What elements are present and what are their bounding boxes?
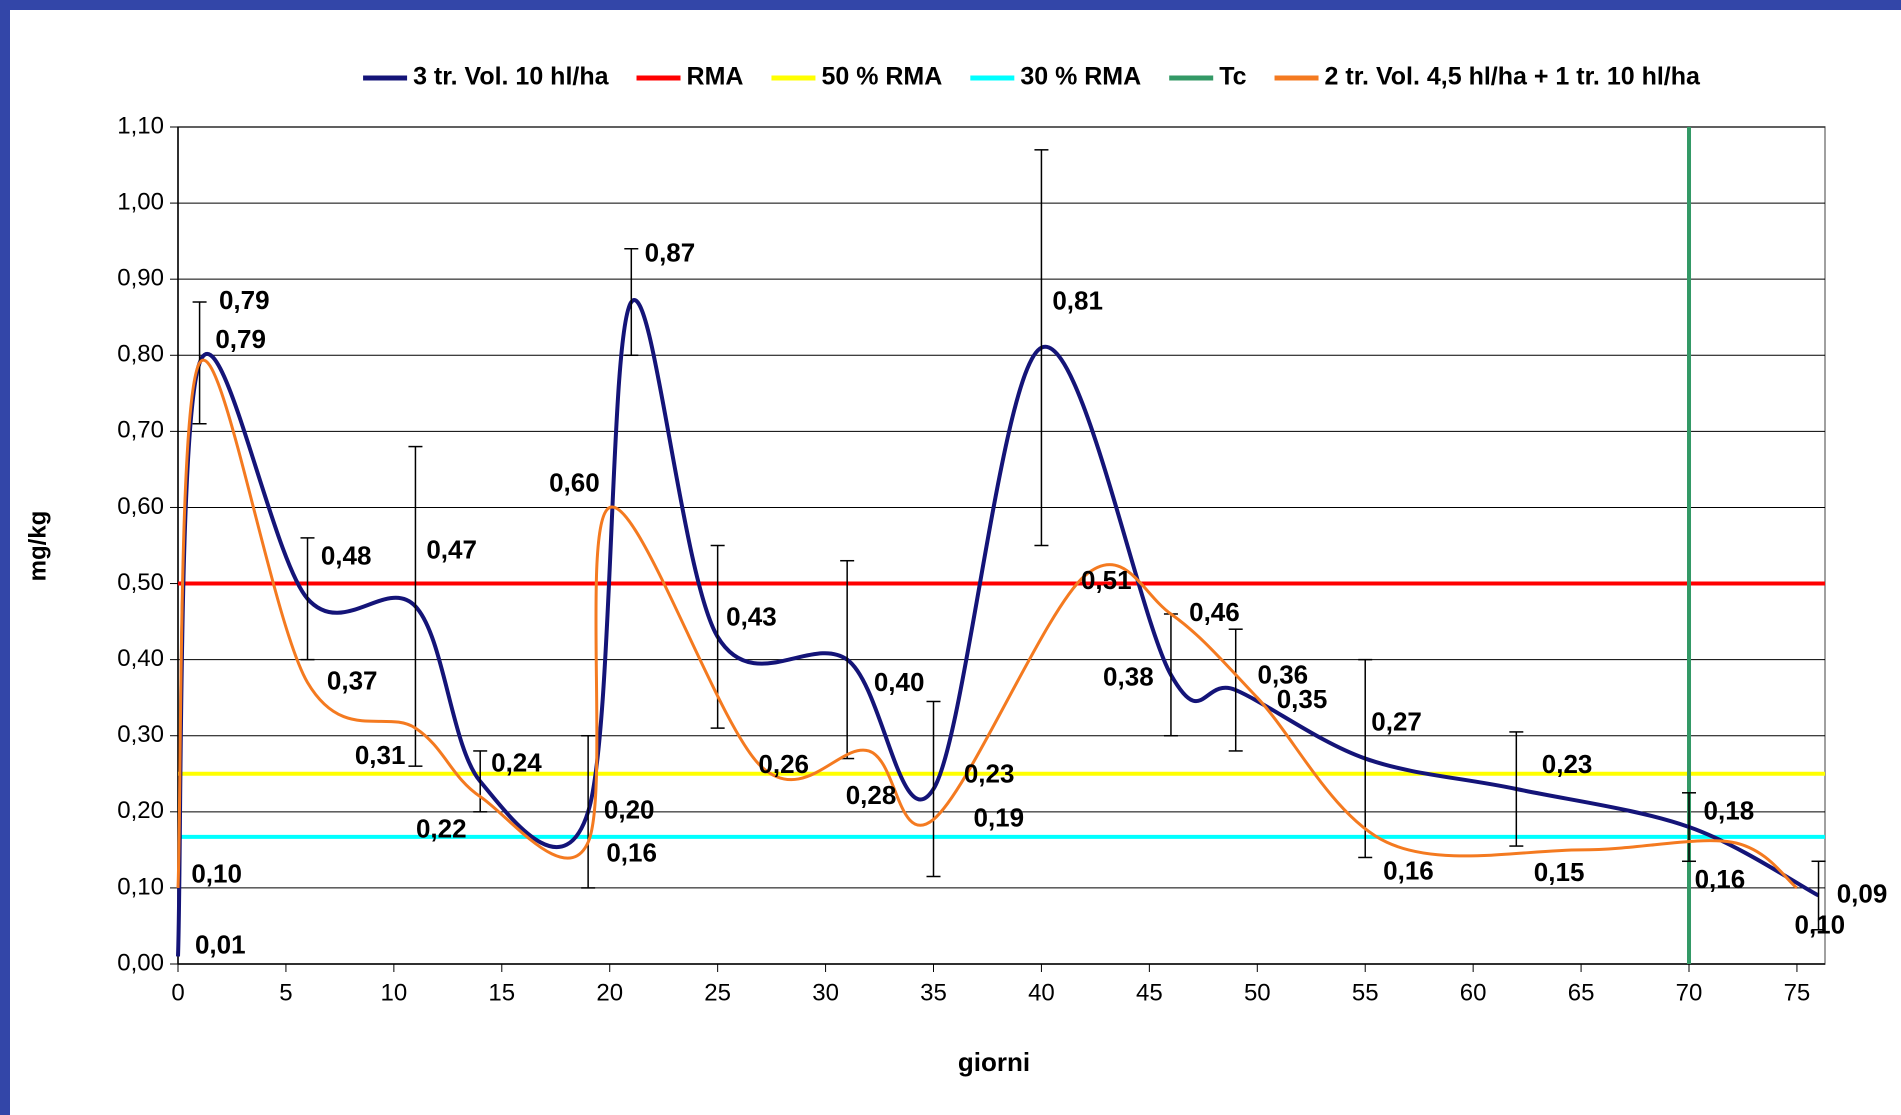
data-label: 0,20 — [604, 795, 655, 825]
x-tick-label: 25 — [704, 979, 731, 1006]
y-tick-label: 0,30 — [117, 721, 164, 748]
error-bar — [926, 700, 941, 878]
x-tick-label: 45 — [1136, 979, 1163, 1006]
error-bar — [624, 247, 639, 357]
data-label: 0,16 — [1383, 855, 1434, 885]
error-bar — [1358, 658, 1373, 859]
data-label: 0,46 — [1189, 597, 1240, 627]
data-label: 0,40 — [874, 667, 925, 697]
legend-label: 30 % RMA — [1020, 63, 1141, 91]
y-tick-label: 0,40 — [117, 645, 164, 672]
x-axis-label: giorni — [958, 1047, 1030, 1077]
data-label: 0,47 — [426, 535, 477, 565]
data-label: 0,48 — [321, 540, 372, 570]
data-label: 0,38 — [1103, 661, 1154, 691]
data-label: 0,01 — [195, 930, 246, 960]
x-tick-label: 70 — [1676, 979, 1703, 1006]
error-bar — [408, 445, 423, 767]
data-label: 0,60 — [549, 467, 600, 497]
data-label: 0,19 — [974, 802, 1025, 832]
legend: 3 tr. Vol. 10 hl/ha RMA 50 % RMA 30 % RMA Tc… — [363, 63, 1701, 91]
x-tick-label: 20 — [596, 979, 623, 1006]
data-label: 0,26 — [758, 749, 809, 779]
chart-background — [10, 10, 1901, 1115]
error-bar — [581, 734, 596, 889]
legend-label: Tc — [1219, 63, 1246, 91]
data-label: 0,24 — [491, 747, 542, 777]
x-tick-label: 10 — [381, 979, 408, 1006]
data-label: 0,31 — [355, 740, 406, 770]
data-label: 0,37 — [327, 665, 378, 695]
x-tick-label: 0 — [171, 979, 184, 1006]
data-label: 0,10 — [191, 859, 242, 889]
series-line — [176, 358, 1798, 890]
y-tick-label: 1,00 — [117, 188, 164, 215]
data-label: 0,18 — [1704, 795, 1755, 825]
data-label: 0,28 — [846, 780, 897, 810]
error-bar — [300, 537, 315, 661]
y-tick-label: 0,20 — [117, 797, 164, 824]
data-label: 0,23 — [1542, 749, 1593, 779]
series-line — [176, 298, 1820, 957]
data-label: 0,16 — [606, 837, 657, 867]
x-tick-label: 75 — [1784, 979, 1811, 1006]
x-tick-label: 30 — [812, 979, 839, 1006]
x-tick-label: 65 — [1568, 979, 1595, 1006]
data-label: 0,87 — [645, 238, 696, 268]
data-label: 0,09 — [1837, 878, 1888, 908]
legend-label: RMA — [687, 63, 744, 91]
legend-label: 2 tr. Vol. 4,5 hl/ha + 1 tr. 10 hl/ha — [1325, 63, 1701, 91]
data-label: 0,81 — [1052, 286, 1103, 316]
data-label: 0,27 — [1371, 706, 1422, 736]
x-tick-label: 40 — [1028, 979, 1055, 1006]
legend-label: 3 tr. Vol. 10 hl/ha — [413, 63, 610, 91]
error-bar — [1228, 628, 1243, 752]
y-tick-label: 1,10 — [117, 112, 164, 139]
y-tick-label: 0,60 — [117, 493, 164, 520]
x-tick-label: 60 — [1460, 979, 1487, 1006]
x-tick-label: 5 — [279, 979, 292, 1006]
error-bar — [1034, 149, 1049, 547]
error-bar — [1811, 860, 1826, 931]
y-tick-label: 0,00 — [117, 949, 164, 976]
legend-label: 50 % RMA — [821, 63, 942, 91]
y-tick-label: 0,80 — [117, 341, 164, 368]
x-tick-label: 50 — [1244, 979, 1271, 1006]
data-label: 0,35 — [1277, 684, 1328, 714]
data-label: 0,79 — [219, 285, 270, 315]
data-label: 0,51 — [1081, 565, 1132, 595]
data-label: 0,16 — [1695, 864, 1746, 894]
data-label: 0,43 — [726, 601, 777, 631]
y-axis-label: mg/kg — [24, 511, 51, 582]
data-label: 0,79 — [215, 324, 266, 354]
y-tick-label: 0,90 — [117, 265, 164, 292]
x-tick-label: 15 — [488, 979, 515, 1006]
error-bar — [1509, 731, 1524, 847]
data-label: 0,22 — [416, 813, 467, 843]
y-tick-label: 0,70 — [117, 417, 164, 444]
data-label: 0,15 — [1534, 857, 1585, 887]
data-label: 0,36 — [1258, 660, 1309, 690]
error-bar — [473, 750, 488, 813]
error-bar — [1682, 792, 1697, 863]
y-tick-label: 0,50 — [117, 569, 164, 596]
x-tick-label: 35 — [920, 979, 947, 1006]
x-tick-label: 55 — [1352, 979, 1379, 1006]
data-label: 0,23 — [964, 759, 1015, 789]
data-label: 0,10 — [1795, 910, 1846, 940]
y-tick-label: 0,10 — [117, 873, 164, 900]
